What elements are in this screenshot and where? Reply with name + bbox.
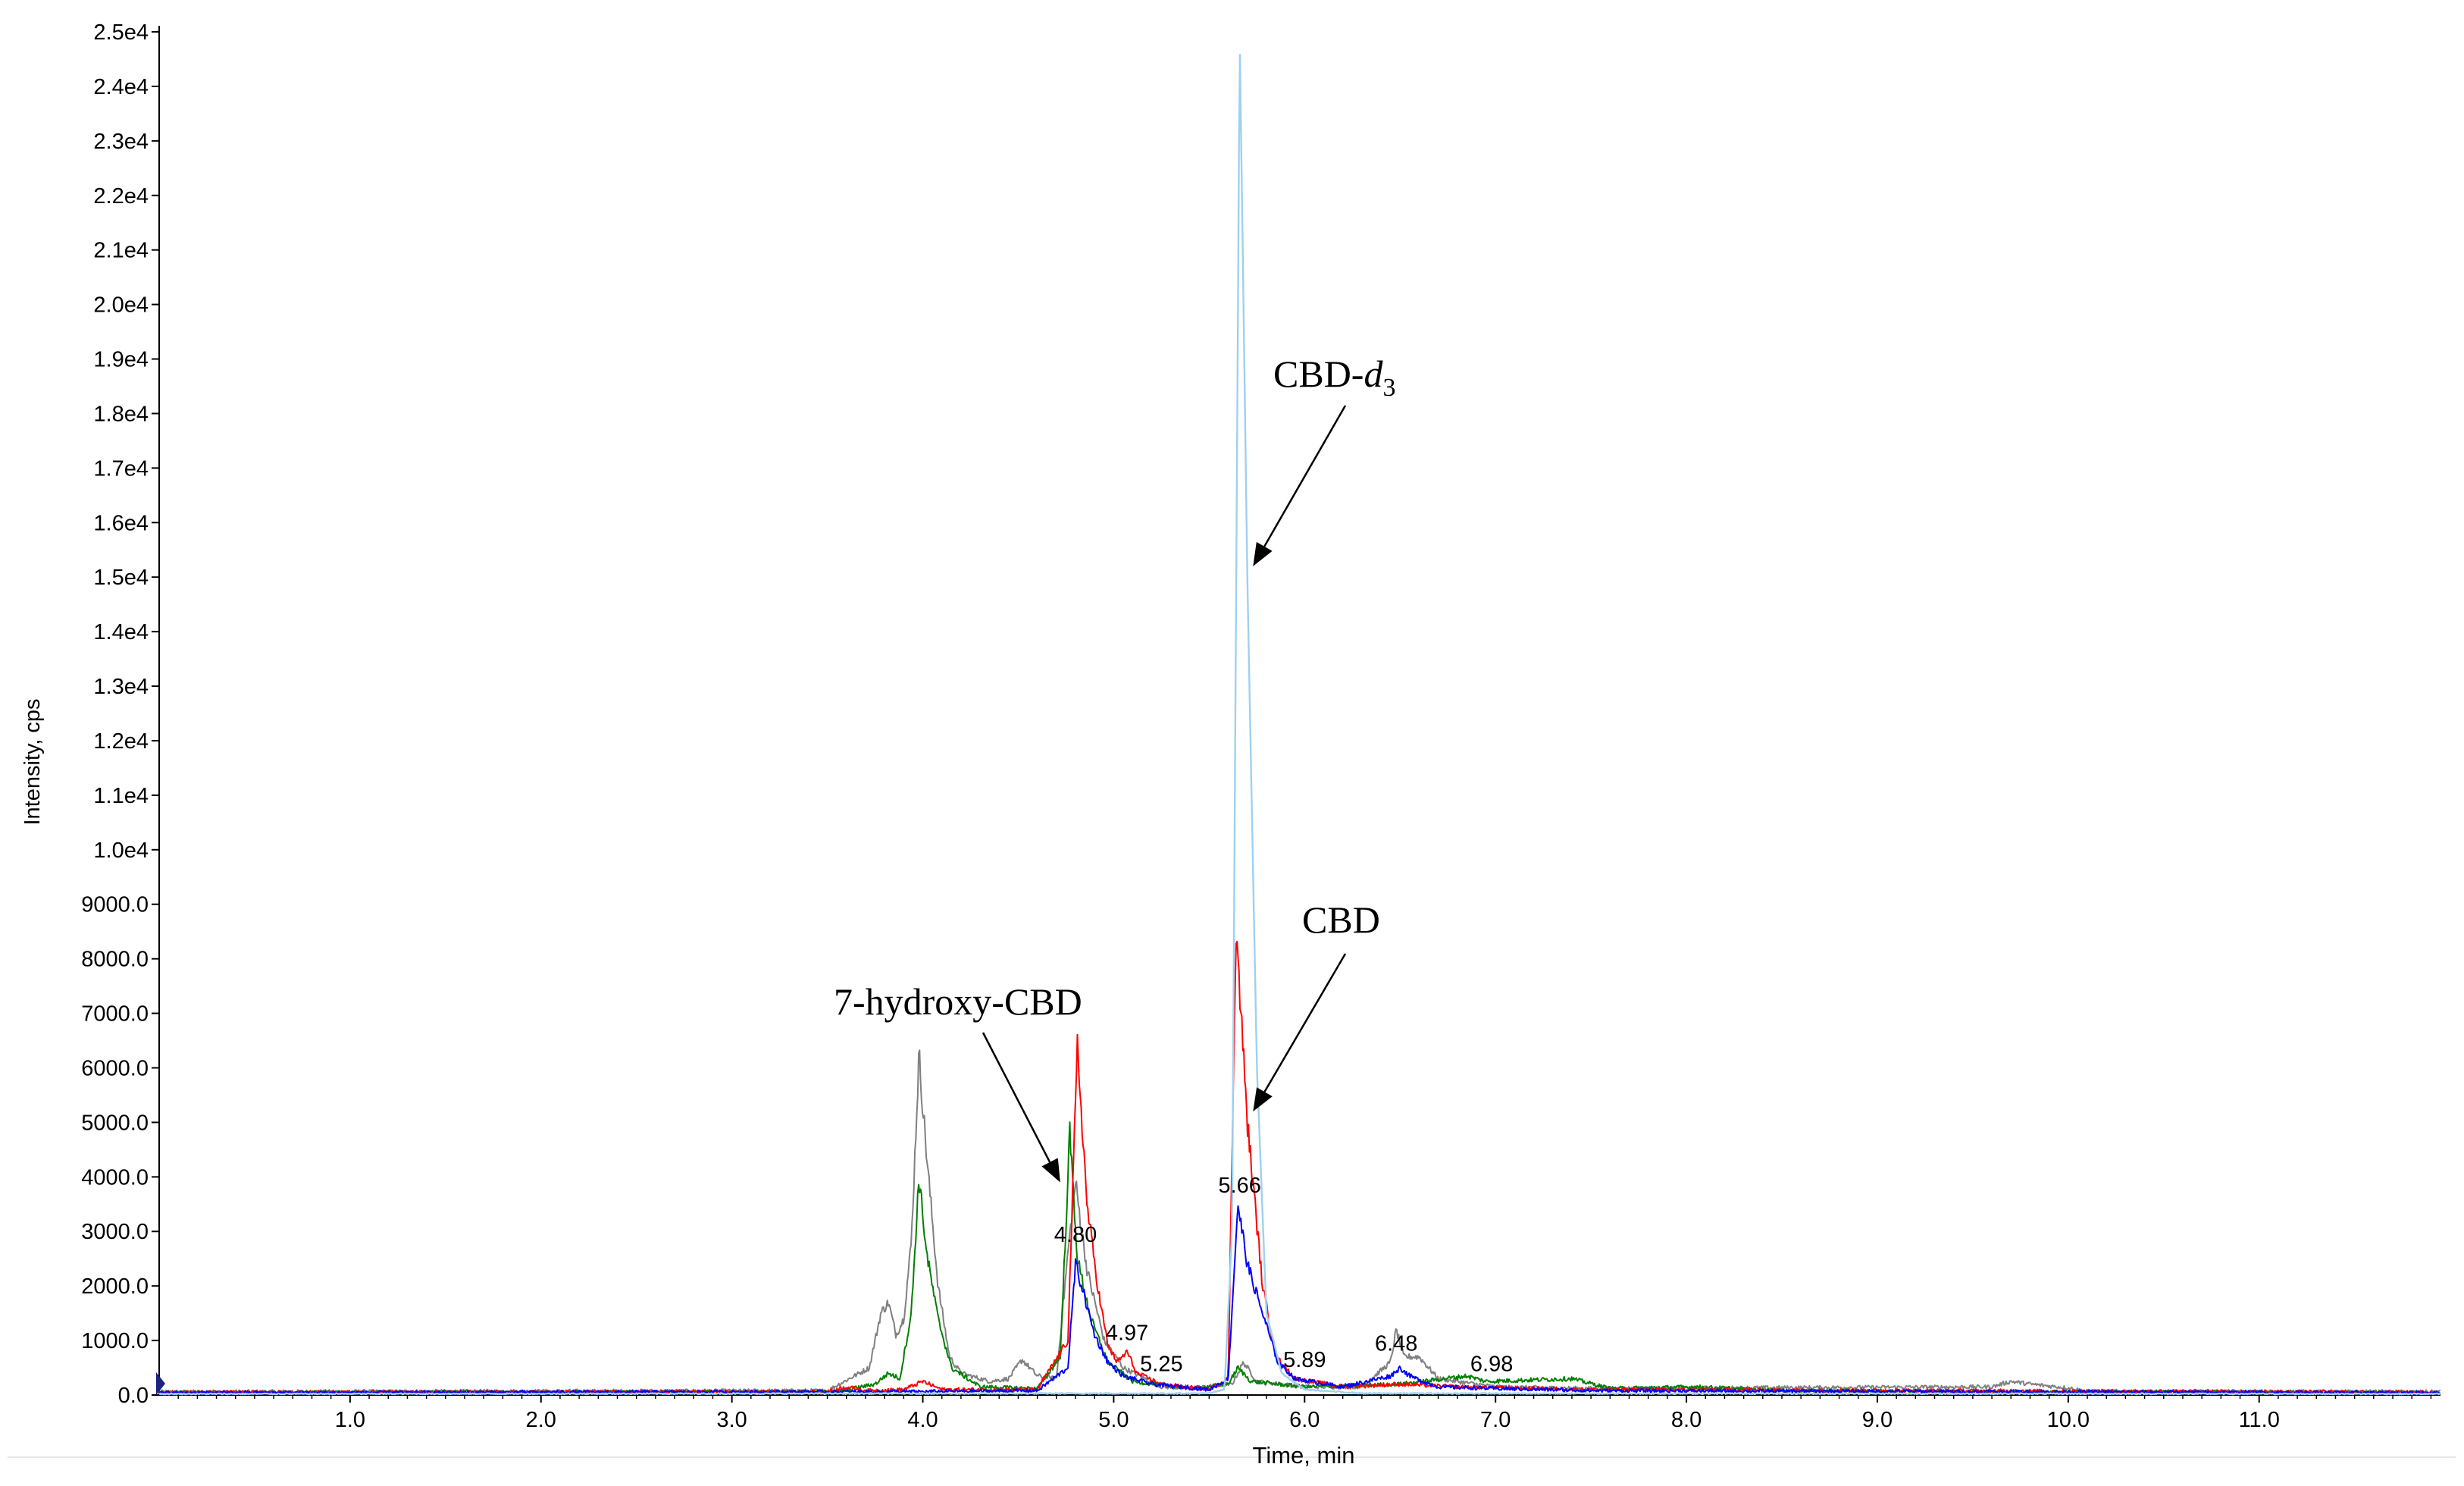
annotation-italic: d (1363, 353, 1383, 395)
annotation-arrow-line (982, 1032, 1051, 1163)
x-tick-label: 11.0 (2239, 1408, 2280, 1432)
x-tick-label: 6.0 (1289, 1408, 1320, 1432)
y-tick-label: 0.0 (118, 1384, 149, 1408)
peak-label: 4.97 (1106, 1321, 1148, 1345)
x-tick-label: 5.0 (1098, 1408, 1129, 1432)
x-axis-label: Time, min (1253, 1442, 1355, 1469)
peak-label: 6.98 (1470, 1352, 1513, 1376)
start-marker-icon (156, 1372, 165, 1395)
y-tick-label: 1.5e4 (93, 566, 149, 590)
y-tick-label: 8000.0 (81, 948, 149, 972)
annotation-label: CBD (1302, 898, 1380, 941)
x-tick-label: 4.0 (907, 1408, 938, 1432)
peak-label: 4.80 (1054, 1223, 1097, 1247)
x-tick-label: 9.0 (1862, 1408, 1893, 1432)
x-tick-label: 10.0 (2047, 1408, 2090, 1432)
y-tick-label: 1.8e4 (93, 402, 149, 426)
y-tick-label: 1.1e4 (93, 784, 149, 808)
y-tick-label: 4000.0 (81, 1165, 149, 1190)
peak-label: 5.89 (1283, 1348, 1326, 1372)
series-line-0 (158, 1049, 2441, 1394)
y-tick-label: 7000.0 (81, 1002, 149, 1027)
y-tick-label: 2.0e4 (93, 293, 149, 318)
y-tick-label: 2.1e4 (93, 239, 149, 263)
y-tick-label: 1.4e4 (93, 620, 149, 644)
x-tick-label: 3.0 (716, 1408, 747, 1432)
peak-label: 5.25 (1140, 1352, 1182, 1376)
y-tick-label: 1.2e4 (93, 729, 149, 754)
annotation-label: 7-hydroxy-CBD (834, 980, 1082, 1023)
arrowhead-icon (1253, 1087, 1273, 1112)
arrowhead-icon (1253, 541, 1273, 566)
y-tick-label: 2.2e4 (93, 184, 149, 208)
y-tick-label: 6000.0 (81, 1056, 149, 1080)
x-tick-label: 7.0 (1480, 1408, 1511, 1432)
annotation-label: CBD-d3 (1273, 353, 1395, 402)
annotation-text: 7-hydroxy-CBD (834, 980, 1082, 1023)
series-line-2 (158, 940, 2441, 1395)
annotation-text: CBD (1302, 898, 1380, 941)
annotation-text: CBD- (1273, 353, 1363, 395)
series-line-4 (158, 54, 2441, 1396)
x-tick-label: 8.0 (1671, 1408, 1702, 1432)
axes: 0.0 1000.0 2000.0 3000.0 4000.0 5000.0 6000.0 7… (8, 20, 2456, 1458)
annotation-arrow-line (1263, 405, 1347, 547)
y-tick-label: 1.9e4 (93, 348, 149, 372)
y-tick-label: 1.6e4 (93, 511, 149, 535)
series-group (158, 54, 2441, 1396)
y-tick-label: 1.0e4 (93, 839, 149, 863)
y-tick-label: 1.7e4 (93, 456, 149, 481)
y-tick-label: 2000.0 (81, 1274, 149, 1299)
peak-label: 5.66 (1218, 1174, 1260, 1198)
y-tick-label: 2.4e4 (93, 75, 149, 99)
annotation-arrow-line (1263, 953, 1347, 1093)
y-tick-label: 3000.0 (81, 1220, 149, 1244)
peak-labels: 4.80 4.97 5.25 5.66 5.89 6.48 6.98 (1054, 1174, 1514, 1376)
x-tick-label: 2.0 (526, 1408, 556, 1432)
annotations: CBD-d3 CBD 7-hydroxy-CBD (834, 353, 1395, 1183)
annotation-subscript: 3 (1382, 374, 1395, 402)
y-tick-label: 2.5e4 (93, 20, 149, 45)
y-tick-label: 1.3e4 (93, 675, 149, 699)
y-tick-label: 2.3e4 (93, 130, 149, 154)
peak-label: 6.48 (1375, 1332, 1417, 1356)
y-axis-label: Intensity, cps (20, 698, 45, 825)
arrowhead-icon (1041, 1158, 1060, 1183)
y-tick-label: 1000.0 (81, 1329, 149, 1353)
y-tick-label: 5000.0 (81, 1111, 149, 1135)
y-tick-label: 9000.0 (81, 893, 149, 917)
x-tick-label: 1.0 (335, 1408, 365, 1432)
